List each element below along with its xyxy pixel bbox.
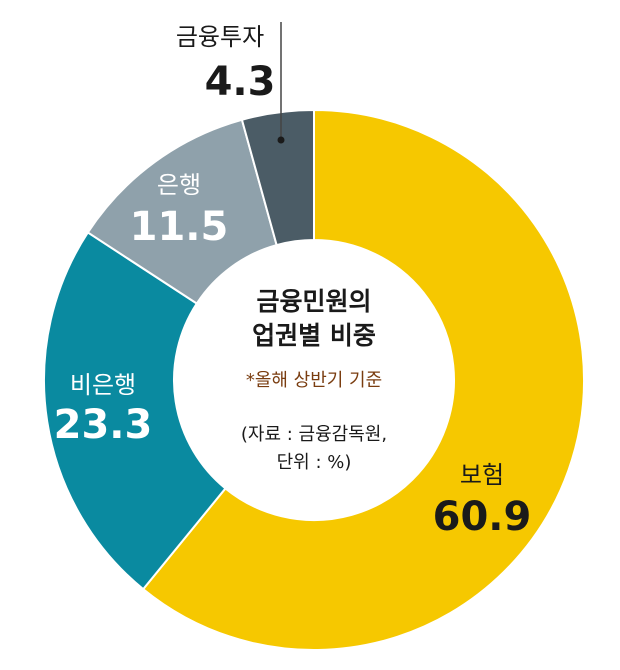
slice-label-value: 60.9 [433, 494, 532, 540]
source-line2: 단위 : %) [277, 452, 352, 473]
donut-slice-1 [43, 231, 227, 591]
slice-label-value: 11.5 [130, 204, 229, 250]
center-title-line2: 업권별 비중 [252, 321, 376, 350]
leader-dot [277, 136, 285, 144]
slice-label-name: 보험 [460, 461, 504, 489]
slice-label-value: 4.3 [205, 59, 276, 105]
slice-label-name: 비은행 [70, 371, 136, 399]
center-title-line1: 금융민원의 [256, 287, 371, 316]
slice-label-group-2: 은행 11.5 [130, 171, 229, 250]
slice-label-group-1: 비은행 23.3 [54, 371, 153, 448]
donut-slice-3 [240, 108, 315, 247]
donut-slice-0 [141, 108, 585, 651]
center-note: *올해 상반기 기준 [246, 370, 382, 391]
slice-label-name: 은행 [157, 171, 201, 199]
slice-label-value: 23.3 [54, 402, 153, 448]
slice-label-group-0: 보험 60.9 [433, 461, 532, 540]
slice-label-group-3: 금융투자 4.3 [176, 23, 276, 105]
source-line1: (자료 : 금융감독원, [241, 424, 387, 445]
donut-slices [43, 108, 585, 651]
slice-label-name: 금융투자 [176, 23, 264, 51]
